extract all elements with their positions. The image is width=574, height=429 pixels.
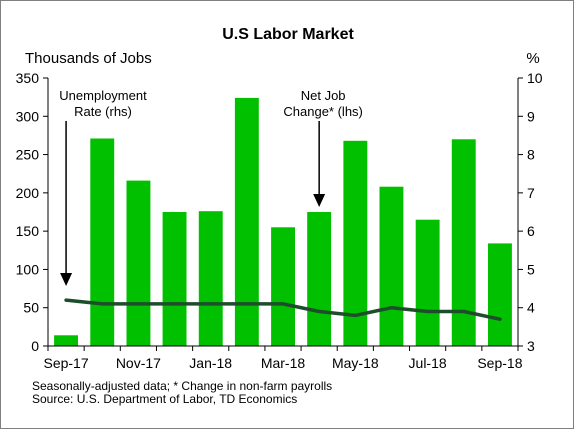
bar-jan-18 (198, 211, 223, 346)
unemployment-rate-line (64, 298, 502, 321)
right-tick-label-4: 4 (527, 300, 535, 316)
bar-apr-18 (307, 212, 332, 346)
bar-sep-17 (54, 335, 78, 346)
annotation-0-line-0: Unemployment (59, 88, 147, 103)
right-tick-label-8: 8 (527, 147, 535, 163)
bar-aug-18 (451, 139, 476, 346)
bar-feb-18 (234, 97, 259, 347)
x-tick-label-jul-18: Jul-18 (409, 355, 447, 371)
x-tick-label-sep-17: Sep-17 (43, 355, 88, 371)
bar-sep-18 (488, 243, 512, 346)
bar-jun-18 (379, 186, 404, 346)
footnote-source: Source: U.S. Department of Labor, TD Eco… (32, 392, 298, 406)
right-tick-label-3: 3 (527, 338, 535, 354)
x-tick-label-jan-18: Jan-18 (189, 355, 232, 371)
x-tick-label-nov-17: Nov-17 (116, 355, 161, 371)
left-tick-label-0: 0 (31, 338, 39, 354)
x-tick-label-sep-18: Sep-18 (477, 355, 522, 371)
annotation-1-line-0: Net Job (301, 88, 346, 103)
right-tick-label-7: 7 (527, 185, 535, 201)
line-layer (64, 298, 502, 321)
annotation-0-arrow-head (60, 273, 73, 286)
right-tick-label-9: 9 (527, 108, 535, 124)
left-tick-label-200: 200 (16, 185, 40, 201)
bar-may-18 (343, 140, 368, 346)
left-tick-label-150: 150 (16, 223, 40, 239)
bar-mar-18 (271, 227, 295, 346)
bar-dec-17 (162, 212, 187, 346)
left-axis-label: Thousands of Jobs (25, 50, 152, 67)
left-tick-label-100: 100 (16, 261, 40, 277)
left-tick-label-50: 50 (23, 300, 39, 316)
annotation-1-line-1: Change* (lhs) (283, 104, 363, 119)
footnote-note: Seasonally-adjusted data; * Change in no… (32, 379, 333, 393)
right-tick-label-6: 6 (527, 223, 535, 239)
right-axis-label: % (526, 50, 539, 67)
right-tick-label-10: 10 (527, 70, 543, 86)
bars-layer (54, 97, 512, 347)
ticks-layer: 0 50 100 150 200 250 300 350 3 4 5 6 7 8 9 10 Sep-17 Nov-… (16, 70, 543, 371)
x-tick-label-may-18: May-18 (332, 355, 379, 371)
left-tick-label-300: 300 (16, 108, 40, 124)
right-tick-label-5: 5 (527, 261, 535, 277)
bar-nov-17 (126, 180, 151, 346)
left-tick-label-350: 350 (16, 70, 40, 86)
bar-oct-17 (90, 138, 115, 346)
x-tick-label-mar-18: Mar-18 (261, 355, 306, 371)
labor-market-chart: U.S Labor Market Thousands of Jobs % 0 50… (16, 26, 543, 371)
annotation-0-line-1: Rate (rhs) (74, 104, 132, 119)
chart-title: U.S Labor Market (222, 26, 354, 43)
left-tick-label-250: 250 (16, 147, 40, 163)
bar-jul-18 (415, 219, 440, 346)
annotation-1-arrow-head (313, 194, 326, 207)
